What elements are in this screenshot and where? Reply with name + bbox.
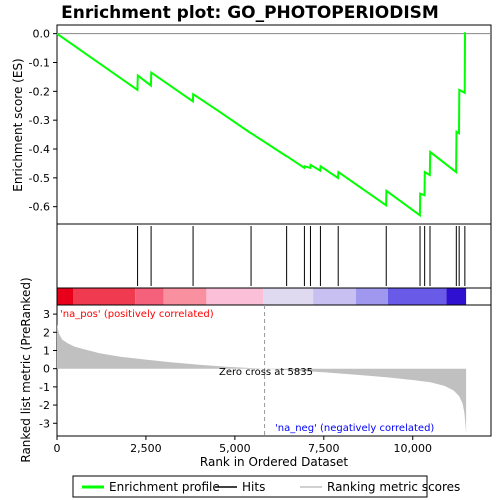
metric-y-tick-label: -2 bbox=[39, 399, 50, 412]
x-tick-label: 5,000 bbox=[219, 442, 251, 455]
es-y-tick-label: 0.0 bbox=[33, 28, 51, 41]
colorbar-segment bbox=[387, 288, 447, 305]
zero-cross-label: Zero cross at 5835 bbox=[219, 367, 313, 378]
es-panel-frame bbox=[56, 24, 492, 225]
es-y-tick-label: -0.5 bbox=[29, 172, 50, 185]
colorbar-segment bbox=[163, 288, 207, 305]
colorbar-segment bbox=[206, 288, 264, 305]
positive-correlated-label: 'na_pos' (positively correlated) bbox=[60, 309, 214, 320]
metric-y-tick-label: -3 bbox=[39, 417, 50, 430]
colorbar-segment bbox=[313, 288, 356, 305]
metric-y-tick-label: 0 bbox=[43, 363, 50, 376]
es-y-tick-label: -0.4 bbox=[29, 143, 50, 156]
x-tick-label: 7,500 bbox=[308, 442, 340, 455]
colorbar-segment bbox=[135, 288, 164, 305]
metric-y-tick-label: -1 bbox=[39, 381, 50, 394]
x-axis-label: Rank in Ordered Dataset bbox=[200, 455, 348, 469]
metric-y-tick-label: 3 bbox=[43, 308, 50, 321]
colorbar-segment bbox=[355, 288, 388, 305]
enrichment-profile-line bbox=[56, 32, 466, 218]
colorbar-segment bbox=[57, 288, 74, 305]
hits-panel-frame bbox=[56, 223, 492, 289]
metric-y-tick-label: 2 bbox=[43, 326, 50, 339]
metric-y-tick-label: 1 bbox=[43, 344, 50, 357]
legend-box bbox=[72, 475, 428, 498]
legend-label: Hits bbox=[242, 480, 265, 494]
metric-y-axis-label: Ranked list metric (PreRanked) bbox=[19, 277, 33, 462]
legend-label: Enrichment profile bbox=[109, 480, 220, 494]
es-y-tick-label: -0.6 bbox=[29, 201, 50, 214]
es-y-tick-label: -0.1 bbox=[29, 56, 50, 69]
x-tick-label: 0 bbox=[54, 442, 61, 455]
x-tick-label: 2,500 bbox=[130, 442, 162, 455]
x-tick-label: 10,000 bbox=[393, 442, 432, 455]
chart-title: Enrichment plot: GO_PHOTOPERIODISM bbox=[61, 3, 439, 23]
colorbar-segment bbox=[446, 288, 467, 305]
es-y-tick-label: -0.2 bbox=[29, 85, 50, 98]
legend-label: Ranking metric scores bbox=[327, 480, 460, 494]
es-y-axis-label: Enrichment score (ES) bbox=[11, 58, 25, 191]
negative-correlated-label: 'na_neg' (negatively correlated) bbox=[275, 423, 434, 434]
colorbar-segment bbox=[263, 288, 314, 305]
colorbar-segment bbox=[73, 288, 136, 305]
es-y-tick-label: -0.3 bbox=[29, 114, 50, 127]
